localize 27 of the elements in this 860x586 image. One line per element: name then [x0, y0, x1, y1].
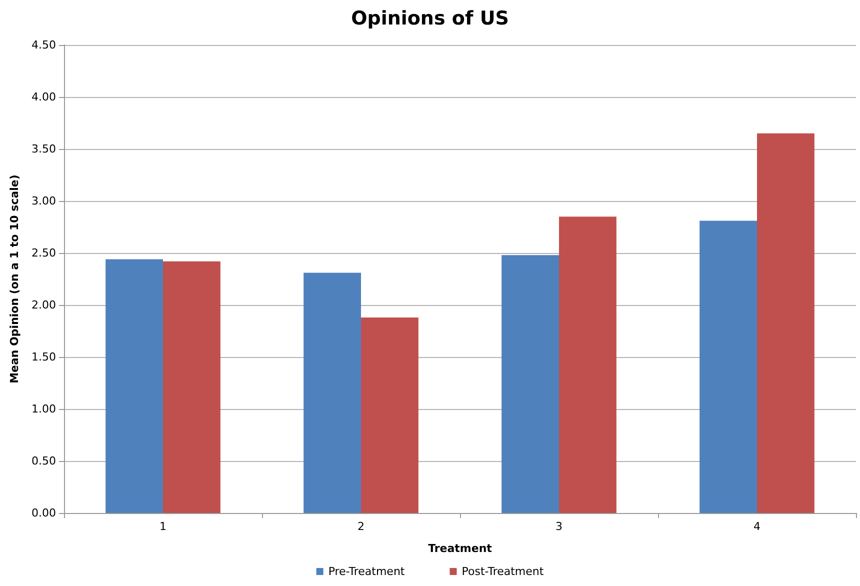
bar [502, 255, 559, 513]
y-tick-label: 2.50 [32, 246, 56, 260]
x-tick-label: 4 [754, 520, 760, 533]
bar [559, 216, 616, 513]
y-tick-label: 1.00 [32, 402, 56, 416]
bar [163, 261, 220, 513]
x-tick-label: 2 [358, 520, 364, 533]
bar [361, 317, 418, 513]
y-tick-label: 1.50 [32, 350, 56, 364]
y-tick-label: 4.00 [32, 90, 56, 104]
legend-label: Post-Treatment [462, 565, 544, 578]
y-tick-label: 3.00 [32, 194, 56, 208]
x-tick-label: 1 [160, 520, 166, 533]
y-tick-label: 4.50 [32, 38, 56, 52]
x-tick-label: 3 [556, 520, 562, 533]
chart-title: Opinions of US [351, 8, 509, 30]
x-axis-title: Treatment [428, 542, 492, 555]
bar [106, 259, 163, 513]
y-axis-title: Mean Opinion (on a 1 to 10 scale) [8, 174, 21, 384]
bar [304, 272, 361, 513]
legend-label: Pre-Treatment [328, 565, 406, 578]
bar [700, 220, 757, 513]
y-tick-label: 0.00 [32, 506, 56, 520]
y-tick-label: 3.50 [32, 142, 56, 156]
y-tick-label: 2.00 [32, 298, 56, 312]
y-tick-label: 0.50 [32, 454, 56, 468]
bar [757, 133, 814, 513]
